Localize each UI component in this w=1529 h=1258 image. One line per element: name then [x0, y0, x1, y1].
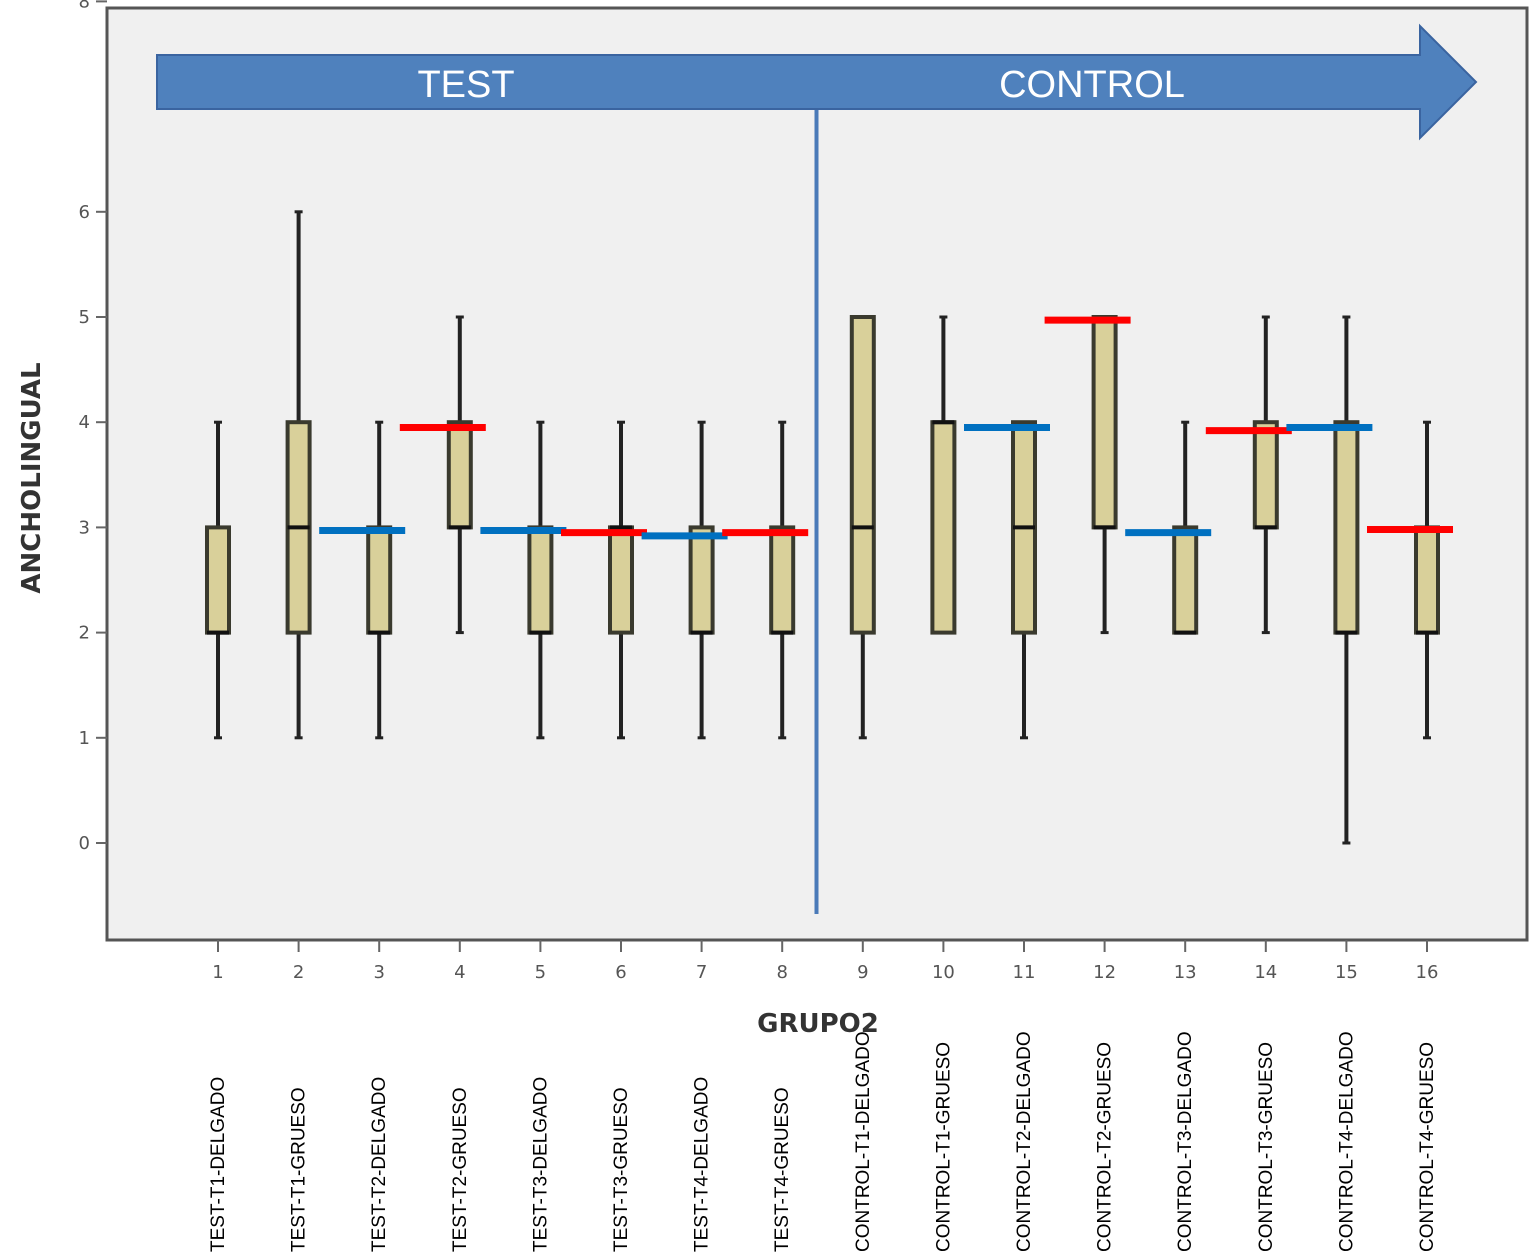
box-iqr	[205, 525, 231, 635]
box-iqr	[608, 525, 634, 635]
box-iqr	[1414, 525, 1440, 635]
group-label: CONTROL-T3-DELGADO	[1175, 1031, 1196, 1252]
group-labels: TEST-T1-DELGADO TEST-T1-GRUESO TEST-T2-DEL…	[208, 1031, 1438, 1252]
box-group	[1172, 420, 1199, 635]
box-iqr	[930, 420, 957, 635]
box-iqr	[1172, 525, 1199, 635]
arrow-label-control: CONTROL	[999, 64, 1185, 106]
box-group	[608, 420, 634, 740]
x-tick-label: 16	[1416, 962, 1439, 983]
box-group	[930, 315, 957, 635]
x-tick-label: 13	[1174, 962, 1197, 983]
box-iqr	[849, 315, 876, 635]
group-label: TEST-T3-GRUESO	[611, 1087, 632, 1252]
x-tick-label: 5	[535, 962, 546, 983]
group-label: TEST-T1-GRUESO	[289, 1087, 310, 1252]
x-tick-label: 14	[1254, 962, 1277, 983]
y-tick-label: 0	[79, 833, 90, 854]
box-iqr	[1333, 420, 1360, 635]
x-tick-label: 4	[454, 962, 465, 983]
group-label: TEST-T3-DELGADO	[530, 1077, 551, 1252]
group-label: TEST-T2-GRUESO	[450, 1087, 471, 1252]
group-label: CONTROL-T3-GRUESO	[1256, 1042, 1277, 1252]
test-control-arrow: TEST CONTROL	[156, 23, 1478, 141]
mean-markers	[319, 316, 1453, 540]
group-label: TEST-T4-DELGADO	[692, 1077, 713, 1252]
box-group	[1414, 420, 1440, 740]
x-axis-title: GRUPO2	[757, 1009, 879, 1039]
box-group	[366, 420, 393, 740]
x-tick-label: 12	[1093, 962, 1116, 983]
x-tick-label: 9	[857, 962, 868, 983]
box-iqr	[1091, 315, 1118, 530]
y-tick-label: 8	[79, 0, 90, 12]
y-tick-label: 4	[79, 412, 90, 433]
group-label: TEST-T2-DELGADO	[369, 1077, 390, 1252]
x-tick-label: 3	[373, 962, 384, 983]
box-group	[688, 420, 715, 740]
x-tick-label: 15	[1335, 962, 1358, 983]
y-axis-title: ANCHOLINGUAL	[17, 362, 47, 593]
x-tick-label: 7	[696, 962, 707, 983]
group-label: CONTROL-T4-GRUESO	[1417, 1042, 1438, 1252]
x-tick-label: 8	[776, 962, 787, 983]
group-label: CONTROL-T1-DELGADO	[853, 1031, 874, 1252]
box-group	[769, 420, 796, 740]
y-axis: 0 1 2 3 4 5 6 8	[79, 0, 107, 854]
box-iqr	[688, 525, 715, 635]
group-label: CONTROL-T4-DELGADO	[1336, 1031, 1357, 1252]
arrow-shape	[156, 23, 1478, 141]
box-iqr	[1252, 420, 1279, 530]
group-label: TEST-T4-GRUESO	[772, 1087, 793, 1252]
box-group	[1333, 315, 1360, 845]
box-iqr	[366, 525, 393, 635]
box-group	[1252, 315, 1279, 635]
y-tick-label: 5	[79, 307, 90, 328]
y-tick-label: 2	[79, 623, 90, 644]
group-label: CONTROL-T2-DELGADO	[1014, 1031, 1035, 1252]
box-iqr	[769, 525, 796, 635]
y-tick-label: 6	[79, 202, 90, 223]
group-label: CONTROL-T1-GRUESO	[933, 1042, 954, 1252]
box-series	[205, 210, 1440, 845]
x-tick-label: 10	[932, 962, 955, 983]
box-iqr	[446, 420, 473, 530]
box-group	[1011, 420, 1037, 740]
box-group	[285, 210, 312, 740]
box-group	[527, 420, 554, 740]
x-tick-label: 2	[293, 962, 304, 983]
arrow-label-test: TEST	[417, 64, 514, 106]
x-tick-label: 6	[615, 962, 626, 983]
x-axis: 1 2 3 4 5 6 7 8 9 10 11 12 13 14 15 16	[212, 940, 1438, 983]
box-group	[446, 315, 473, 635]
group-label: TEST-T1-DELGADO	[208, 1077, 229, 1252]
box-group	[205, 420, 231, 740]
y-tick-label: 3	[79, 517, 90, 538]
y-tick-label: 1	[79, 728, 90, 749]
group-label: CONTROL-T2-GRUESO	[1095, 1042, 1116, 1252]
box-group	[849, 315, 876, 740]
x-tick-label: 11	[1013, 962, 1036, 983]
box-iqr	[527, 525, 554, 635]
x-tick-label: 1	[212, 962, 223, 983]
